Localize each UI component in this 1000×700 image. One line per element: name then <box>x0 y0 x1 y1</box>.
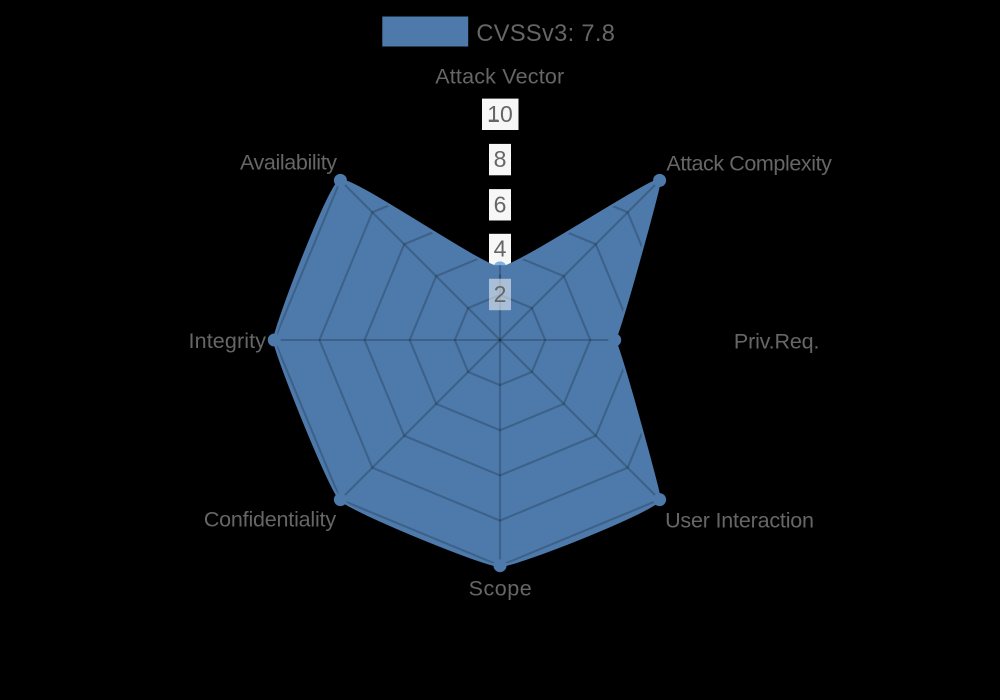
svg-text:4: 4 <box>494 235 507 261</box>
svg-text:Availability: Availability <box>240 150 337 174</box>
svg-text:Attack Vector: Attack Vector <box>435 65 564 89</box>
svg-text:CVSSv3: 7.8: CVSSv3: 7.8 <box>476 21 615 47</box>
svg-text:10: 10 <box>487 101 513 127</box>
svg-text:6: 6 <box>494 191 507 217</box>
svg-text:Attack Complexity: Attack Complexity <box>666 151 832 175</box>
svg-text:Priv.Req.: Priv.Req. <box>734 329 819 353</box>
svg-text:2: 2 <box>494 281 507 307</box>
svg-text:Scope: Scope <box>469 577 533 601</box>
svg-text:Confidentiality: Confidentiality <box>204 507 336 531</box>
svg-text:8: 8 <box>494 146 507 172</box>
svg-text:User Interaction: User Interaction <box>665 508 814 532</box>
svg-text:Integrity: Integrity <box>189 329 267 353</box>
